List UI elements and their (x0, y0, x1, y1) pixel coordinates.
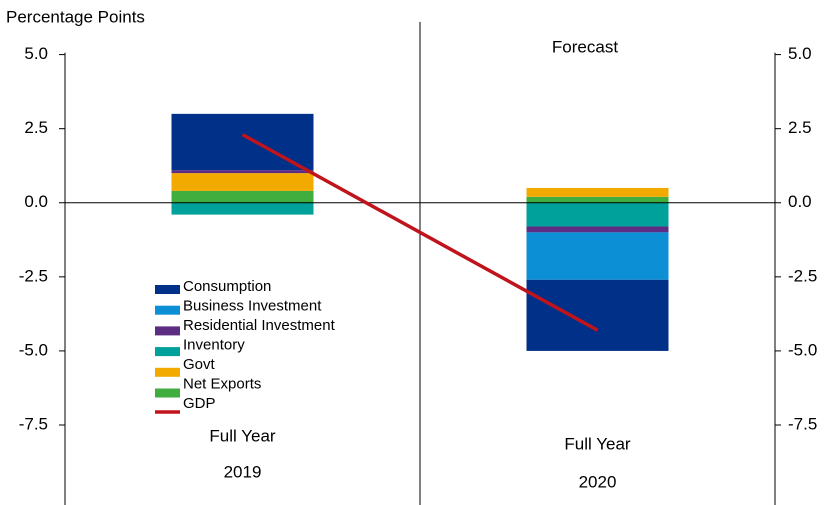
y-tick-label: -7.5 (19, 414, 48, 433)
legend-swatch (155, 367, 180, 377)
legend-swatch (155, 305, 180, 315)
legend-swatch (155, 285, 180, 294)
y2-tick-label: 0.0 (788, 192, 812, 211)
legend-label: Consumption (183, 278, 271, 295)
bar-segment (171, 170, 314, 174)
bar-segment (171, 173, 314, 191)
bar-segment (526, 196, 669, 203)
bar-segment (526, 202, 669, 227)
legend-swatch (155, 326, 180, 336)
bar-segment (526, 279, 669, 351)
legend-label: Net Exports (183, 375, 261, 392)
y2-tick-label: 5.0 (788, 44, 812, 63)
x-tick-label: 2019 (224, 462, 262, 481)
y-tick-label: 5.0 (24, 44, 48, 63)
x-tick-label: Full Year (564, 434, 630, 453)
forecast-annotation: Forecast (552, 37, 618, 56)
bar-segment (171, 190, 314, 203)
legend-swatch (155, 347, 180, 357)
y2-tick-label: -5.0 (788, 340, 817, 359)
legend-label: Govt (183, 356, 216, 373)
x-tick-label: Full Year (209, 426, 275, 445)
y-tick-label: -5.0 (19, 340, 48, 359)
y2-tick-label: 2.5 (788, 118, 812, 137)
y-tick-label: 2.5 (24, 118, 48, 137)
legend-label: GDP (183, 395, 216, 412)
bar-segment (526, 232, 669, 280)
y-axis-label: Percentage Points (6, 7, 145, 26)
bar-segment (526, 187, 669, 197)
bar-segment (171, 202, 314, 215)
bar-segment (526, 226, 669, 233)
y-tick-label: 0.0 (24, 192, 48, 211)
y-tick-label: -2.5 (19, 266, 48, 285)
legend-label: Business Investment (183, 297, 322, 314)
legend-swatch (155, 388, 180, 398)
gdp-line (241, 133, 599, 332)
y2-tick-label: -7.5 (788, 414, 817, 433)
x-tick-label: 2020 (579, 472, 617, 491)
legend-label: Residential Investment (183, 317, 336, 334)
y2-tick-label: -2.5 (788, 266, 817, 285)
legend-label: Inventory (183, 336, 245, 353)
